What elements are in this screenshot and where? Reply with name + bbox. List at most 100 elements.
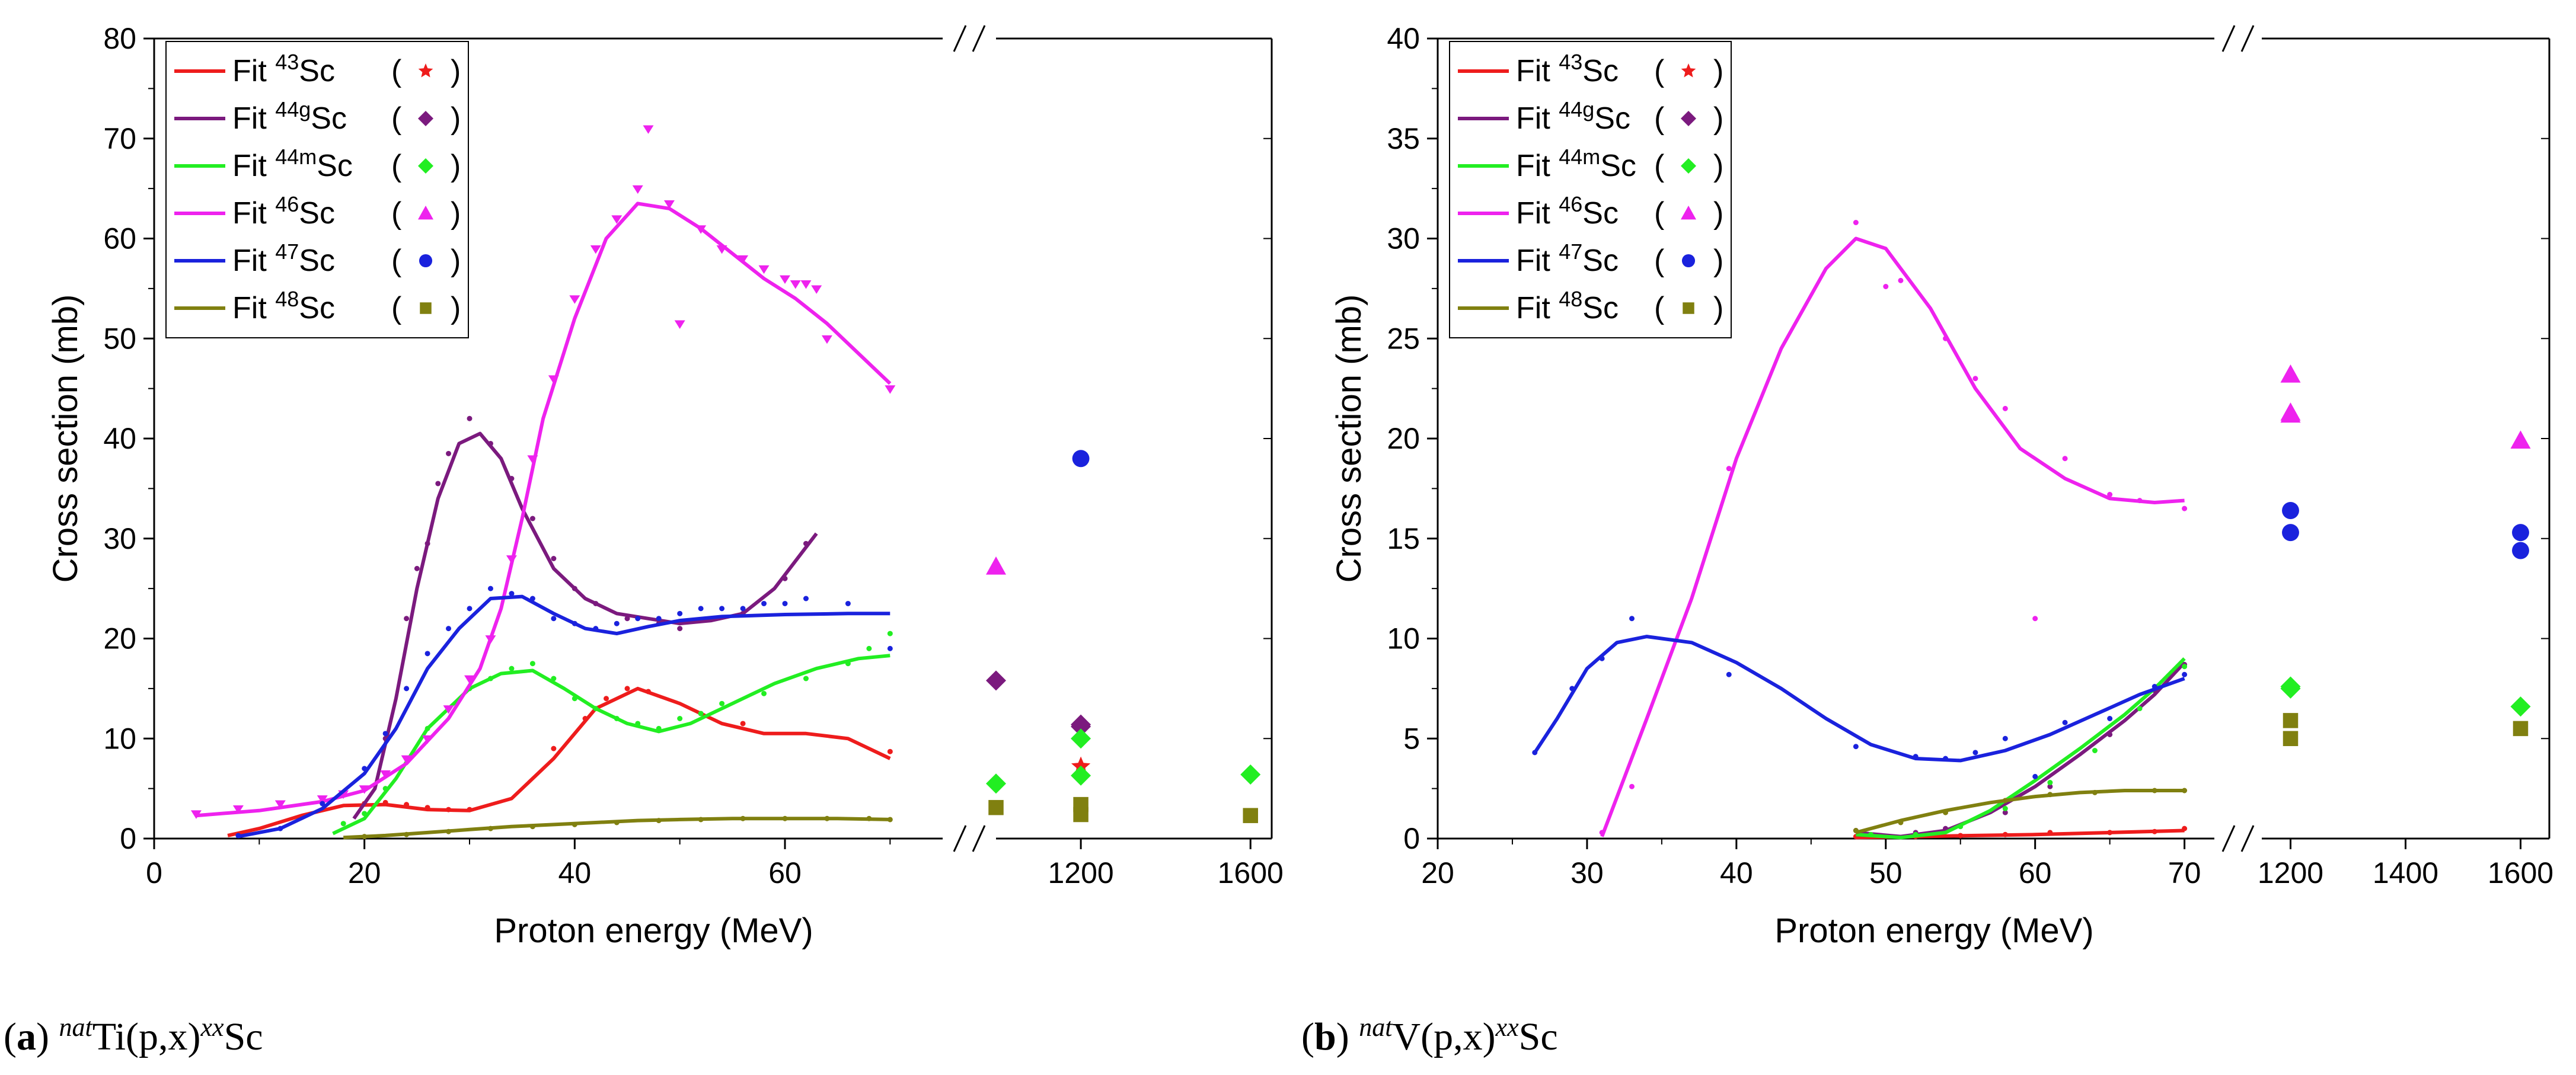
data-point-4 (2512, 524, 2529, 542)
caption-b-mid: V(p,x) (1392, 1015, 1496, 1058)
y-tick-label: 10 (1387, 622, 1420, 655)
data-point-2 (1868, 831, 1874, 837)
legend-paren-close: ) (451, 196, 461, 231)
data-point-0 (467, 807, 473, 812)
legend-marker-2 (418, 158, 433, 174)
data-point-5 (2047, 792, 2053, 798)
data-point-3 (422, 735, 433, 744)
data-point-2 (2510, 696, 2531, 717)
x-axis-label: Proton energy (MeV) (1774, 911, 2093, 950)
legend-paren-open: ( (1654, 291, 1665, 325)
legend-label-3: Fit 46Sc (232, 192, 335, 231)
legend-paren-open: ( (391, 149, 402, 183)
y-tick-label: 25 (1387, 322, 1420, 355)
data-point-3 (1726, 466, 1732, 472)
data-point-0 (2182, 826, 2188, 831)
data-point-1 (467, 415, 473, 421)
data-point-3 (1898, 277, 1904, 283)
data-point-4 (782, 600, 788, 606)
data-point-1 (2107, 732, 2113, 737)
data-point-2 (1240, 764, 1261, 785)
data-point-0 (582, 716, 588, 721)
legend-paren-open: ( (1654, 149, 1665, 183)
data-point-4 (509, 591, 515, 597)
y-tick-label: 35 (1387, 122, 1420, 155)
data-point-4 (2182, 671, 2188, 677)
data-point-3 (464, 675, 475, 684)
data-point-4 (2107, 716, 2113, 721)
data-point-1 (404, 616, 410, 622)
y-tick-label: 0 (1403, 822, 1420, 855)
x-tick-label: 1200 (2258, 856, 2323, 890)
data-point-4 (424, 651, 430, 657)
data-point-3 (1629, 783, 1635, 789)
data-point-2 (2280, 676, 2301, 697)
fit-curve-5 (1855, 789, 2185, 834)
data-point-5 (404, 831, 410, 837)
data-point-2 (635, 721, 641, 727)
data-point-3 (632, 185, 643, 194)
data-point-3 (780, 275, 790, 284)
data-point-5 (1943, 810, 1949, 815)
legend-marker-1 (1681, 111, 1696, 126)
data-point-1 (1071, 714, 1091, 735)
legend-box (165, 41, 469, 338)
data-point-4 (1569, 686, 1575, 692)
caption-b: (b) natV(p,x)xxSc (1301, 1013, 1558, 1058)
data-point-2 (698, 711, 704, 716)
data-point-4 (719, 606, 725, 612)
legend-prefix: Fit (1516, 244, 1559, 278)
data-point-1 (593, 600, 599, 606)
legend-label-5: Fit 48Sc (1516, 287, 1619, 325)
data-point-4 (2282, 502, 2299, 519)
data-point-1 (572, 586, 577, 591)
data-point-0 (424, 805, 430, 811)
data-point-4 (1972, 750, 1978, 756)
data-point-0 (645, 689, 651, 695)
legend-element: Sc (1582, 244, 1619, 278)
data-point-3 (506, 555, 517, 564)
legend-paren-open: ( (391, 196, 402, 231)
x-tick-label: 1600 (2488, 856, 2553, 890)
data-point-1 (551, 556, 557, 561)
data-point-4 (635, 616, 641, 622)
caption-b-super1: nat (1359, 1013, 1393, 1042)
fit-curve-3 (196, 201, 892, 818)
legend-paren-open: ( (391, 101, 402, 136)
data-point-4 (235, 833, 241, 839)
data-point-2 (761, 690, 767, 696)
data-point-3 (2182, 505, 2188, 511)
data-point-3 (1853, 220, 1859, 225)
chart-a: 0 10 20 30 40 50 60 70 80 0 20 40 60 1200 1600 Proton e… (46, 22, 1284, 950)
data-point-3 (2107, 492, 2113, 497)
data-point-5 (866, 815, 872, 821)
y-tick-label: 15 (1387, 522, 1420, 555)
data-point-3 (232, 805, 244, 814)
legend-paren-close: ) (1713, 54, 1723, 88)
data-point-3 (758, 265, 770, 274)
data-point-4 (1853, 744, 1859, 750)
legend-element: Sc (1582, 291, 1619, 325)
legend-paren-open: ( (1654, 101, 1665, 136)
data-point-2 (362, 811, 368, 817)
legend-marker-3 (1681, 206, 1696, 220)
legend-superscript: 44m (1559, 145, 1600, 169)
data-point-4 (740, 606, 746, 612)
data-point-5 (362, 834, 368, 840)
data-point-3 (674, 320, 685, 329)
x-tick-label: 1400 (2373, 856, 2438, 890)
legend-label-4: Fit 47Sc (1516, 239, 1619, 278)
legend-prefix: Fit (1516, 101, 1559, 136)
data-point-3 (611, 215, 623, 224)
legend-paren-open: ( (1654, 196, 1665, 231)
legend-label-0: Fit 43Sc (1516, 50, 1619, 88)
legend-superscript: 43 (1559, 50, 1582, 74)
data-point-0 (551, 746, 557, 751)
legend-superscript: 47 (1559, 239, 1582, 264)
legend-element: Sc (1600, 149, 1636, 183)
data-point-5 (572, 821, 577, 827)
legend-element: Sc (317, 149, 353, 183)
data-point-5 (487, 826, 493, 831)
legend-label-2: Fit 44mSc (1516, 145, 1636, 183)
data-point-2 (382, 786, 388, 792)
